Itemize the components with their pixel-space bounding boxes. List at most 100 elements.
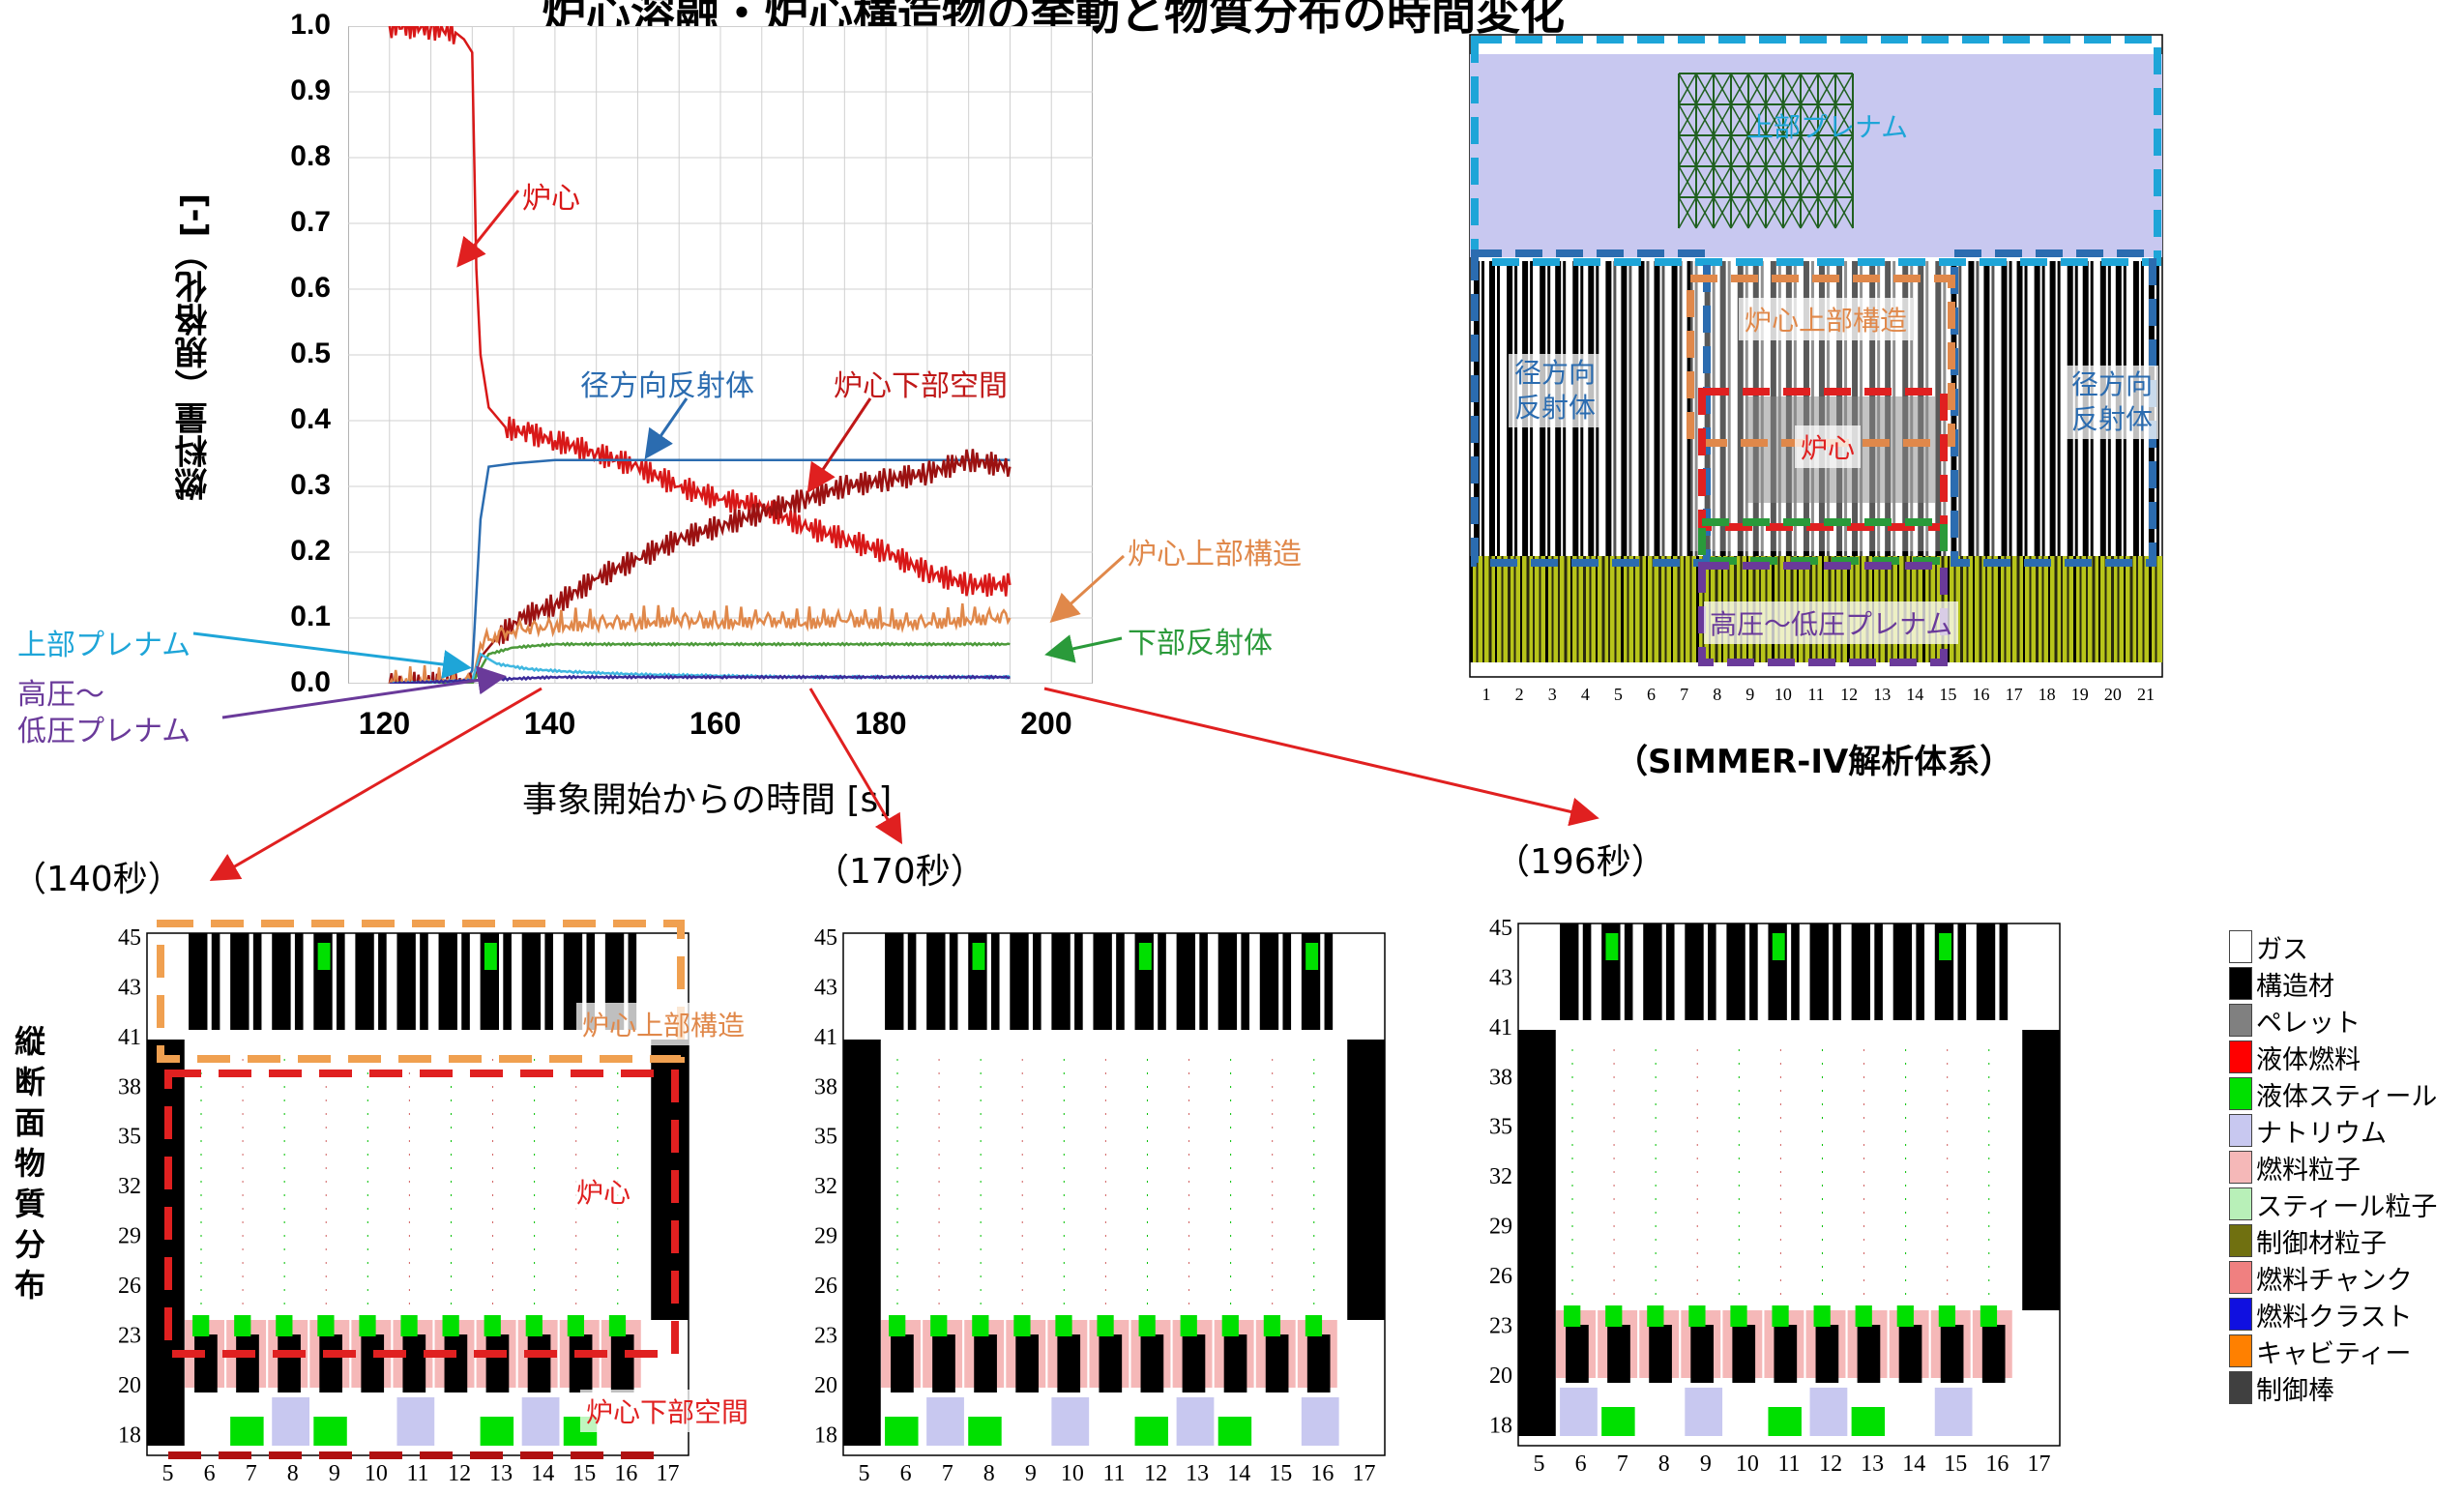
col-label: 8 (287, 1461, 299, 1486)
arrow-lower-reflector (1044, 634, 1123, 663)
y-tick-label: 0.8 (290, 140, 331, 172)
arrow-upper-plenum (192, 631, 472, 679)
simmer-geometry-diagram: 1 2 3 4 5 6 7 8 9 10 11 12 13 14 15 16 17 18 19 20 21 (1469, 34, 2163, 704)
x-tick-label: 200 (1020, 706, 1072, 741)
simmer-col-label: 9 (1745, 685, 1754, 704)
simmer-col-label: 12 (1840, 685, 1858, 704)
legend-label: 燃料チャンク (2256, 1265, 2413, 1296)
y-tick-label: 0.5 (290, 337, 331, 369)
row-label: 43 (118, 975, 141, 1000)
col-label: 14 (531, 1461, 554, 1486)
simmer-col-label: 17 (2006, 685, 2023, 704)
simmer-col-label: 2 (1515, 685, 1524, 704)
legend-label: スティール粒子 (2256, 1191, 2438, 1222)
simmer-radial-left-label: 径方向 反射体 (1509, 354, 1602, 427)
col-label: 17 (2027, 1451, 2050, 1477)
row-label: 29 (814, 1224, 837, 1249)
legend-item: 制御材粒子 (2229, 1222, 2437, 1259)
col-label: 6 (1575, 1451, 1587, 1477)
series-line (389, 641, 1011, 684)
right-reflector (1347, 1040, 1385, 1320)
row-label: 38 (118, 1074, 141, 1099)
col-label: 7 (942, 1461, 953, 1486)
row-label: 45 (1489, 916, 1512, 941)
row-label: 41 (118, 1025, 141, 1050)
legend-label: ナトリウム (2256, 1118, 2387, 1149)
upper-structure-outline (157, 920, 685, 1063)
col-label: 14 (1227, 1461, 1250, 1486)
col-label: 13 (1861, 1451, 1884, 1477)
row-label: 26 (814, 1274, 837, 1299)
col-label: 12 (448, 1461, 471, 1486)
row-label: 18 (1489, 1413, 1512, 1438)
snap140-lower-space-label: 炉心下部空間 (580, 1390, 755, 1432)
col-label: 8 (983, 1461, 995, 1486)
col-label: 5 (859, 1461, 870, 1486)
col-label: 11 (1102, 1461, 1125, 1486)
legend-swatch (2229, 1114, 2252, 1147)
legend-label: 液体燃料 (2256, 1044, 2361, 1075)
simmer-col-label: 1 (1482, 685, 1491, 704)
simmer-col-label: 3 (1548, 685, 1557, 704)
simmer-radial-right-label: 径方向 反射体 (2066, 366, 2159, 439)
region-outline (1471, 249, 1711, 567)
legend-swatch (2229, 1004, 2252, 1037)
legend-swatch (2229, 930, 2252, 963)
x-tick-label: 160 (689, 706, 742, 741)
col-label: 7 (1617, 1451, 1628, 1477)
legend-swatch (2229, 1224, 2252, 1257)
col-label: 10 (365, 1461, 388, 1486)
col-label: 12 (1144, 1461, 1167, 1486)
col-label: 6 (204, 1461, 216, 1486)
col-label: 11 (1777, 1451, 1800, 1477)
legend-item: スティール粒子 (2229, 1186, 2437, 1222)
col-label: 16 (614, 1461, 637, 1486)
legend-swatch (2229, 1187, 2252, 1220)
col-label: 12 (1819, 1451, 1842, 1477)
simmer-col-label: 4 (1581, 685, 1590, 704)
x-tick-label: 140 (523, 706, 576, 741)
snap140-upper-structure-label: 炉心上部構造 (576, 1003, 751, 1045)
col-label: 15 (1944, 1451, 1967, 1477)
x-tick-label: 180 (855, 706, 907, 741)
region-outline (1698, 388, 1948, 531)
region-outline (1687, 275, 1955, 447)
legend-item: ナトリウム (2229, 1112, 2437, 1149)
label-radial-reflector: 径方向反射体 (580, 369, 754, 403)
legend-item: ガス (2229, 928, 2437, 965)
row-label: 18 (814, 1422, 837, 1448)
col-label: 7 (246, 1461, 257, 1486)
simmer-col-label: 19 (2071, 685, 2089, 704)
col-label: 9 (1025, 1461, 1037, 1486)
row-label: 43 (1489, 965, 1512, 990)
simmer-col-label: 7 (1680, 685, 1688, 704)
simmer-col-label: 21 (2137, 685, 2155, 704)
row-label: 23 (1489, 1313, 1512, 1338)
legend-label: ガス (2256, 934, 2308, 965)
simmer-col-label: 16 (1972, 685, 1989, 704)
simmer-col-label: 13 (1873, 685, 1891, 704)
col-label: 10 (1061, 1461, 1084, 1486)
simmer-plenum-label: 高圧～低圧プレナム (1704, 601, 1959, 644)
label-upper-plenum: 上部プレナム (17, 629, 191, 662)
label-hp-lp-plenum: 高圧～ 低圧プレナム (17, 678, 191, 748)
legend-label: 燃料粒子 (2256, 1155, 2361, 1186)
arrow-lower-space (807, 397, 872, 493)
row-label: 23 (118, 1323, 141, 1348)
y-tick-label: 0.6 (290, 272, 331, 304)
row-label: 41 (1489, 1015, 1512, 1041)
legend-swatch (2229, 1077, 2252, 1110)
legend-swatch (2229, 1334, 2252, 1367)
core-outline (164, 1070, 679, 1358)
legend-item: 燃料チャンク (2229, 1259, 2437, 1296)
region-outline (1698, 518, 1948, 565)
simmer-upper-plenum-label: 上部プレナム (1746, 111, 1909, 143)
row-label: 20 (1489, 1363, 1512, 1389)
y-tick-label: 0.9 (290, 74, 331, 106)
y-tick-label: 0.1 (290, 601, 331, 632)
legend-label: 制御棒 (2256, 1375, 2334, 1406)
y-tick-label: 0.4 (290, 403, 331, 435)
label-lower-reflector: 下部反射体 (1128, 627, 1273, 660)
col-label: 5 (1534, 1451, 1545, 1477)
